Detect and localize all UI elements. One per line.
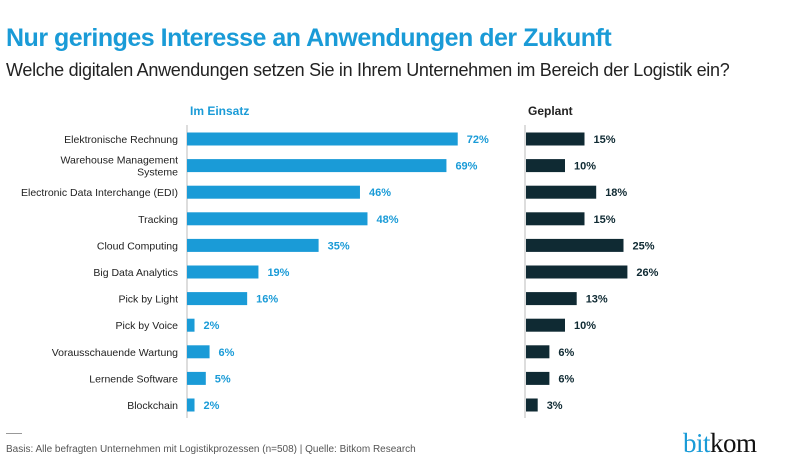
bar-geplant <box>526 159 565 173</box>
data-label: 15% <box>594 214 616 226</box>
category-label: Vorausschauende Wartung <box>52 347 178 359</box>
chart-title: Nur geringes Interesse an Anwendungen de… <box>6 24 612 52</box>
bar-geplant <box>526 212 585 226</box>
data-label: 16% <box>256 294 278 306</box>
bar-im-einsatz <box>187 345 210 359</box>
data-label: 2% <box>204 400 220 412</box>
bar-im-einsatz <box>187 132 458 146</box>
bar-im-einsatz <box>187 292 248 306</box>
legend-im-einsatz: Im Einsatz <box>190 104 250 118</box>
category-label: Electronic Data Interchange (EDI) <box>21 187 178 199</box>
data-label: 19% <box>267 267 289 279</box>
category-label: Cloud Computing <box>97 240 178 252</box>
data-label: 15% <box>594 134 616 146</box>
data-label: 48% <box>376 214 398 226</box>
bar-im-einsatz <box>187 212 368 226</box>
bar-geplant <box>526 185 597 199</box>
data-label: 2% <box>204 320 220 332</box>
bar-im-einsatz <box>187 398 195 412</box>
category-label: Elektronische Rechnung <box>64 134 178 146</box>
chart-subtitle: Welche digitalen Anwendungen setzen Sie … <box>6 60 730 80</box>
bitkom-logo: bitkom <box>683 428 757 458</box>
data-label: 3% <box>547 400 563 412</box>
category-label: Big Data Analytics <box>93 267 178 279</box>
bar-im-einsatz <box>187 159 447 173</box>
footer-divider <box>6 433 22 434</box>
category-label: Pick by Light <box>118 294 178 306</box>
data-label: 5% <box>215 373 231 385</box>
data-label: 25% <box>633 240 655 252</box>
bar-im-einsatz <box>187 371 206 385</box>
bar-geplant <box>526 371 550 385</box>
bar-geplant <box>526 238 624 252</box>
data-label: 6% <box>558 347 574 359</box>
data-label: 18% <box>605 187 627 199</box>
data-label: 6% <box>219 347 235 359</box>
data-label: 6% <box>558 373 574 385</box>
category-label: Lernende Software <box>89 373 178 385</box>
bar-geplant <box>526 345 550 359</box>
category-label: Blockchain <box>127 400 178 412</box>
bar-im-einsatz <box>187 318 195 332</box>
category-label: Tracking <box>138 214 178 226</box>
category-label: Warehouse Management Systeme <box>60 155 178 179</box>
data-label: 46% <box>369 187 391 199</box>
data-label: 10% <box>574 320 596 332</box>
data-label: 10% <box>574 161 596 173</box>
bar-geplant <box>526 398 538 412</box>
footer-source: Basis: Alle befragten Unternehmen mit Lo… <box>6 444 416 455</box>
data-label: 69% <box>455 161 477 173</box>
bar-im-einsatz <box>187 238 319 252</box>
data-label: 72% <box>467 134 489 146</box>
bar-im-einsatz <box>187 185 360 199</box>
bar-geplant <box>526 265 628 279</box>
bar-geplant <box>526 292 577 306</box>
data-label: 26% <box>636 267 658 279</box>
data-label: 13% <box>586 294 608 306</box>
category-label: Pick by Voice <box>116 320 179 332</box>
data-label: 35% <box>328 240 350 252</box>
bar-geplant <box>526 132 585 146</box>
bar-im-einsatz <box>187 265 259 279</box>
legend-geplant: Geplant <box>528 104 573 118</box>
bar-geplant <box>526 318 565 332</box>
